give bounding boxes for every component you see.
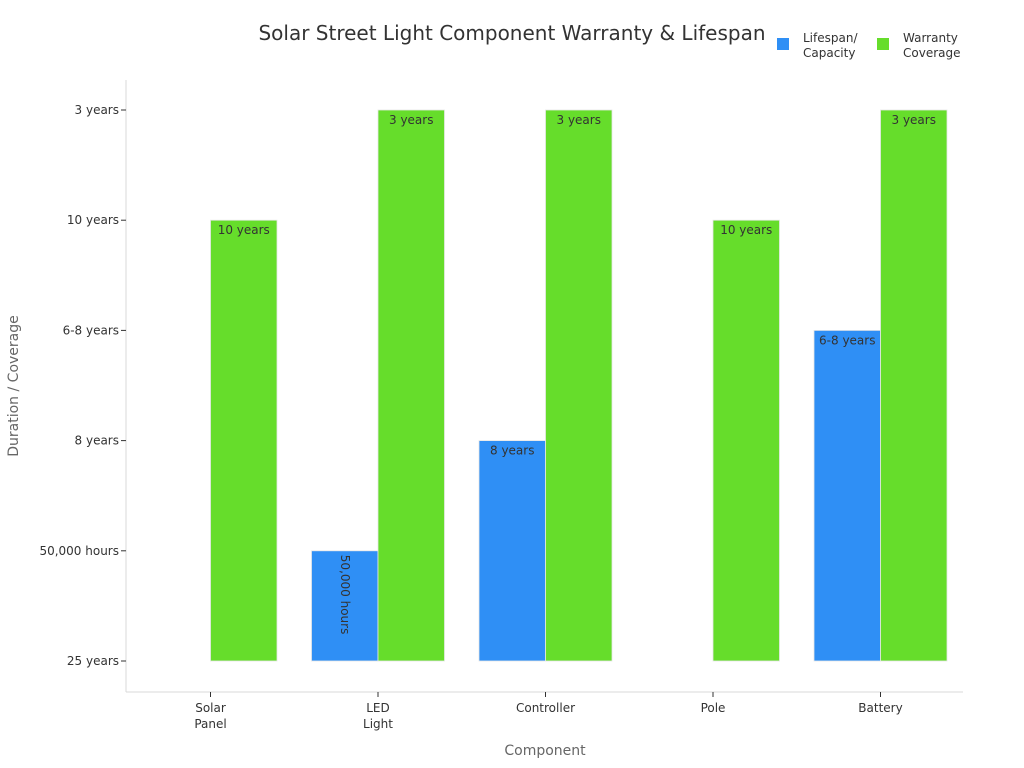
x-tick-label: Battery: [858, 701, 902, 715]
y-tick-label: 10 years: [67, 213, 119, 227]
bar-data-label: 3 years: [557, 113, 601, 127]
bar: [880, 109, 948, 662]
y-tick-label: 8 years: [75, 434, 119, 448]
x-tick-label: Pole: [701, 701, 726, 715]
bar: [377, 109, 445, 662]
chart-title: Solar Street Light Component Warranty & …: [258, 21, 765, 45]
bar-labels: 50,000 hours 8 years 6-8 years 10 years 3 ye…: [218, 113, 936, 634]
legend-label: Lifespan/Capacity: [803, 31, 858, 60]
y-axis-title: Duration / Coverage: [6, 315, 22, 457]
y-tick-label: 3 years: [75, 103, 119, 117]
legend-swatch: [877, 38, 889, 50]
bar-data-label: 10 years: [218, 223, 270, 237]
bar-data-label: 6-8 years: [819, 333, 875, 347]
y-tick-label: 50,000 hours: [39, 544, 119, 558]
x-axis-title: Component: [504, 743, 586, 759]
bar: [712, 219, 780, 662]
bars: [210, 109, 948, 662]
y-axis-ticks: 25 years 50,000 hours 8 years 6-8 years 10 y…: [39, 103, 126, 668]
bar-data-label: 10 years: [720, 223, 772, 237]
legend: Lifespan/Capacity Warranty Coverage: [777, 31, 961, 60]
legend-swatch: [777, 38, 789, 50]
bar-data-label: 8 years: [490, 444, 534, 458]
legend-label: Warranty Coverage: [903, 31, 961, 60]
bar-data-label: 3 years: [892, 113, 936, 127]
bar: [478, 440, 546, 662]
x-tick-label: LED Light: [363, 701, 393, 731]
bar: [813, 329, 881, 662]
bar-data-label: 50,000 hours: [338, 555, 352, 635]
bar: [311, 550, 379, 662]
x-tick-label: Controller: [516, 701, 575, 715]
y-tick-label: 25 years: [67, 654, 119, 668]
x-axis-ticks: Solar Panel LED Light Controller Pole Battery: [194, 692, 903, 731]
bar: [210, 219, 278, 662]
bar: [545, 109, 613, 662]
x-tick-label: Solar Panel: [194, 701, 226, 731]
y-tick-label: 6-8 years: [63, 323, 119, 337]
bar-data-label: 3 years: [389, 113, 433, 127]
